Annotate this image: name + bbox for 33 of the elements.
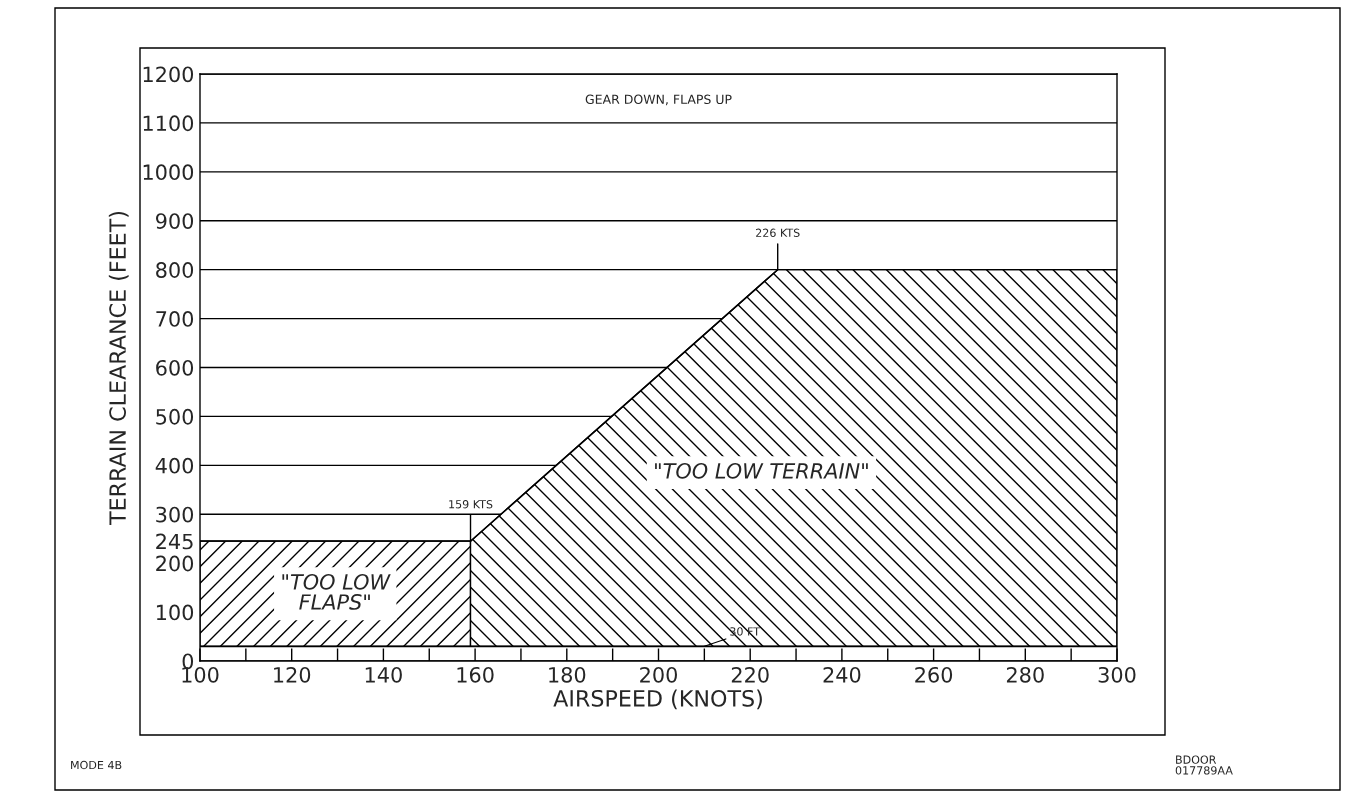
y-tick-label: 600 xyxy=(156,359,194,376)
series-label: "TOO LOW FLAPS" xyxy=(282,573,391,610)
series-label: "TOO LOW TERRAIN" xyxy=(655,462,868,479)
annotation: 226 KTS xyxy=(756,228,800,237)
y-tick-label: 500 xyxy=(156,408,194,425)
y-tick-label: 100 xyxy=(156,604,194,621)
y-tick-label: 1100 xyxy=(143,115,194,132)
x-axis-title: AIRSPEED (KNOTS) xyxy=(553,689,762,710)
y-tick-label: 300 xyxy=(156,506,194,523)
x-tick-label: 300 xyxy=(1098,666,1136,683)
y-tick-label: 800 xyxy=(156,262,194,278)
x-tick-label: 160 xyxy=(457,666,494,683)
y-tick-label: 700 xyxy=(156,311,194,327)
y-tick-label: 900 xyxy=(155,213,194,229)
y-tick-label: 245 xyxy=(156,533,193,550)
x-tick-label: 240 xyxy=(823,666,861,683)
text: BDOOR 017789AA xyxy=(1175,755,1233,775)
y-tick-label: 200 xyxy=(156,555,194,572)
x-tick-label: 200 xyxy=(640,666,677,683)
annotation: GEAR DOWN, FLAPS UP xyxy=(585,94,732,106)
y-axis-title: TERRAIN CLEARANCE (FEET) xyxy=(108,211,129,526)
y-tick-label: 1000 xyxy=(143,164,194,181)
x-tick-label: 120 xyxy=(274,666,311,683)
ref-line-label: 30 FT xyxy=(730,627,761,636)
annotation: 159 KTS xyxy=(449,500,493,509)
x-tick-label: 260 xyxy=(915,666,953,683)
x-tick-label: 220 xyxy=(731,666,769,683)
x-tick-label: 180 xyxy=(549,666,586,683)
y-tick-label: 400 xyxy=(155,457,194,474)
x-tick-label: 140 xyxy=(365,666,402,683)
y-tick-label: 1200 xyxy=(143,66,194,83)
text: MODE 4B xyxy=(71,760,122,770)
x-tick-label: 280 xyxy=(1006,666,1044,683)
